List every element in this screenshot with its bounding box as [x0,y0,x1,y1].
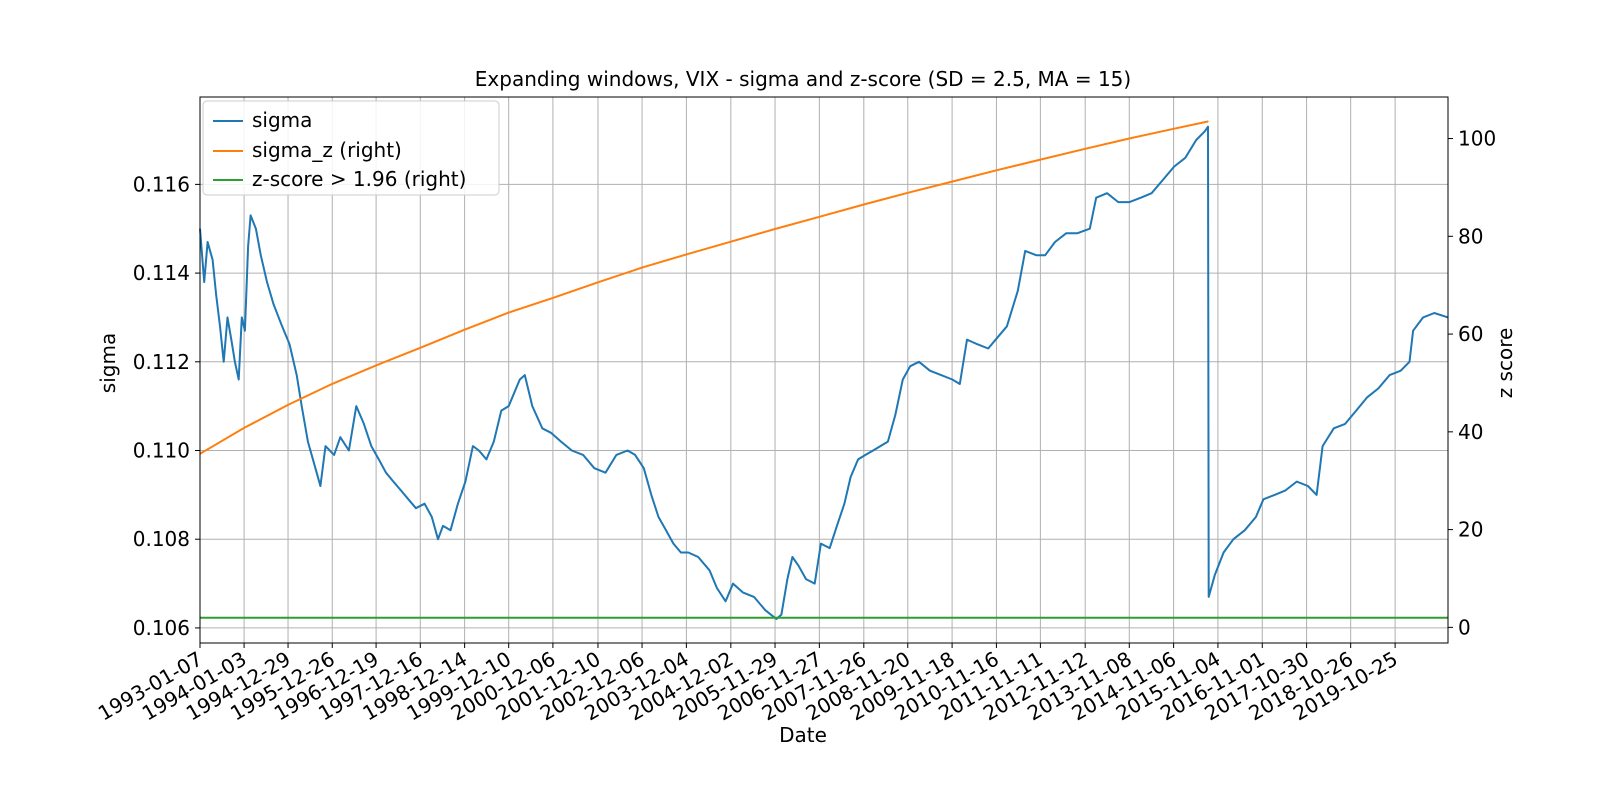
y-tick-label-left: 0.112 [133,350,190,374]
x-axis: 1993-01-071994-01-031994-12-291995-12-26… [94,643,1402,725]
y-tick-label-right: 60 [1458,322,1483,346]
y-axis-left: 0.106 0.108 0.110 0.112 0.114 0.116 [133,172,200,640]
y-axis-right: 0 20 40 60 80 100 [1448,127,1496,639]
y-tick-label-right: 20 [1458,518,1483,542]
x-axis-label: Date [779,723,827,747]
y-tick-label-right: 40 [1458,420,1483,444]
y-axis-label-left: sigma [96,333,120,393]
y-tick-label-right: 80 [1458,224,1483,248]
legend-label-zscore-threshold: z-score > 1.96 (right) [252,167,466,191]
y-tick-label-right: 0 [1458,615,1471,639]
chart-title: Expanding windows, VIX - sigma and z-sco… [475,67,1131,91]
series-line-sigma [199,125,1449,620]
legend-label-sigma-z: sigma_z (right) [252,138,402,162]
plot-frame [199,96,1449,644]
series-layer [199,120,1449,620]
y-tick-label-left: 0.114 [133,261,190,285]
series-line-sigma-z [199,120,1209,455]
y-tick-label-left: 0.116 [133,172,190,196]
y-tick-label-left: 0.106 [133,616,190,640]
legend-label-sigma: sigma [252,108,312,132]
legend-box [202,100,500,196]
y-axis-label-right: z score [1493,328,1517,399]
y-tick-label-left: 0.110 [133,439,190,463]
y-tick-label-left: 0.108 [133,527,190,551]
legend: sigma sigma_z (right) z-score > 1.96 (ri… [202,100,500,196]
y-tick-label-right: 100 [1458,127,1496,151]
